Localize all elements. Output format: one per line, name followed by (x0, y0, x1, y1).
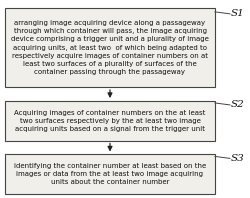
FancyBboxPatch shape (5, 8, 215, 87)
Text: S2: S2 (230, 100, 244, 109)
FancyBboxPatch shape (5, 101, 215, 141)
FancyBboxPatch shape (5, 154, 215, 194)
Text: S1: S1 (230, 9, 244, 18)
Text: arranging image acquiring device along a passageway
through which container will: arranging image acquiring device along a… (11, 20, 209, 75)
Text: identifying the container number at least based on the
images or data from the a: identifying the container number at leas… (14, 163, 206, 186)
Text: Acquiring images of container numbers on the at least
two surfaces respectively : Acquiring images of container numbers on… (14, 109, 206, 132)
Text: S3: S3 (230, 154, 244, 163)
